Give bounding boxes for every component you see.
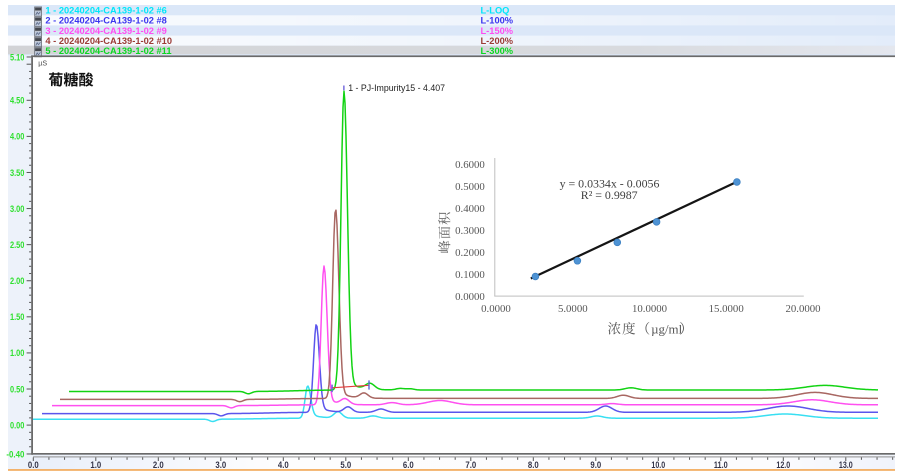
- svg-text:0.0000: 0.0000: [481, 303, 511, 315]
- svg-text:y = 0.0334x - 0.0056: y = 0.0334x - 0.0056: [560, 177, 660, 191]
- svg-text:0.6000: 0.6000: [455, 159, 485, 171]
- svg-text:0.3000: 0.3000: [455, 225, 485, 237]
- svg-text:1.00: 1.00: [10, 347, 24, 358]
- svg-text:4.0: 4.0: [278, 459, 289, 470]
- svg-text:L-150%: L-150%: [481, 26, 514, 36]
- svg-text:5 - 20240204-CA139-1-02 #11: 5 - 20240204-CA139-1-02 #11: [45, 46, 171, 56]
- svg-text:R² = 0.9987: R² = 0.9987: [581, 188, 638, 202]
- svg-text:2.0: 2.0: [153, 459, 164, 470]
- svg-text:3.0: 3.0: [215, 459, 226, 470]
- svg-text:20.0000: 20.0000: [785, 303, 820, 315]
- svg-text:4.50: 4.50: [10, 95, 24, 106]
- svg-text:6.0: 6.0: [403, 459, 414, 470]
- svg-text:L-100%: L-100%: [481, 16, 514, 26]
- svg-text:L-300%: L-300%: [481, 46, 514, 56]
- svg-text:0.1000: 0.1000: [455, 269, 485, 281]
- svg-text:1 - PJ-Impurity15 - 4.407: 1 - PJ-Impurity15 - 4.407: [348, 83, 445, 93]
- svg-text:12.0: 12.0: [776, 459, 790, 470]
- svg-text:4.00: 4.00: [10, 131, 24, 142]
- svg-text:0.5000: 0.5000: [455, 181, 485, 193]
- svg-text:0.4000: 0.4000: [455, 203, 485, 215]
- svg-text:0.00: 0.00: [10, 419, 24, 430]
- svg-text:15.0000: 15.0000: [709, 303, 744, 315]
- svg-text:9.0: 9.0: [590, 459, 601, 470]
- svg-text:1.50: 1.50: [10, 311, 24, 322]
- svg-text:7.0: 7.0: [465, 459, 476, 470]
- svg-text:2.50: 2.50: [10, 239, 24, 250]
- svg-text:0.0000: 0.0000: [455, 291, 485, 303]
- svg-text:0.0: 0.0: [28, 459, 39, 470]
- svg-text:3.00: 3.00: [10, 203, 24, 214]
- svg-text:L-LOQ: L-LOQ: [481, 6, 510, 16]
- svg-text:5.10: 5.10: [10, 51, 24, 62]
- svg-text:2.00: 2.00: [10, 275, 24, 286]
- svg-text:5.0000: 5.0000: [558, 303, 588, 315]
- svg-text:2 - 20240204-CA139-1-02 #8: 2 - 20240204-CA139-1-02 #8: [45, 16, 166, 26]
- svg-text:8.0: 8.0: [528, 459, 539, 470]
- svg-text:1 - 20240204-CA139-1-02 #6: 1 - 20240204-CA139-1-02 #6: [45, 6, 166, 16]
- svg-text:1.0: 1.0: [90, 459, 101, 470]
- svg-text:µS: µS: [38, 59, 47, 68]
- svg-text:µg/ml: µg/ml: [651, 322, 682, 336]
- svg-text:3.50: 3.50: [10, 167, 24, 178]
- svg-text:L-200%: L-200%: [481, 36, 514, 46]
- svg-text:3 - 20240204-CA139-1-02 #9: 3 - 20240204-CA139-1-02 #9: [45, 26, 166, 36]
- svg-text:10.0000: 10.0000: [632, 303, 667, 315]
- svg-text:-0.40: -0.40: [6, 448, 24, 459]
- svg-text:10.0: 10.0: [651, 459, 665, 470]
- svg-text:0.2000: 0.2000: [455, 247, 485, 259]
- svg-text:4 - 20240204-CA139-1-02 #10: 4 - 20240204-CA139-1-02 #10: [45, 36, 172, 46]
- svg-text:5.0: 5.0: [340, 459, 351, 470]
- svg-text:13.0: 13.0: [839, 459, 853, 470]
- svg-text:11.0: 11.0: [714, 459, 728, 470]
- svg-text:0.50: 0.50: [10, 383, 24, 394]
